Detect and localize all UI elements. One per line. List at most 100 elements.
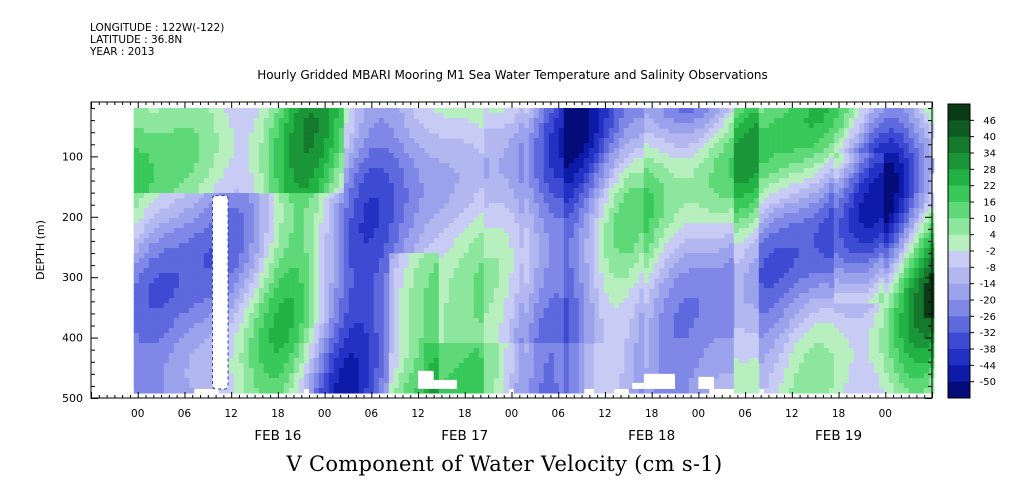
heatmap-cell bbox=[363, 233, 370, 239]
heatmap-cell bbox=[463, 383, 470, 389]
heatmap-cell bbox=[443, 293, 450, 299]
heatmap-cell bbox=[428, 318, 435, 324]
heatmap-cell bbox=[163, 123, 170, 129]
heatmap-cell bbox=[203, 228, 210, 234]
heatmap-cell bbox=[193, 218, 200, 224]
heatmap-cell bbox=[248, 263, 255, 269]
heatmap-cell bbox=[453, 248, 460, 254]
heatmap-cell bbox=[253, 363, 260, 369]
heatmap-cell bbox=[298, 188, 305, 194]
heatmap-cell bbox=[448, 278, 455, 284]
heatmap-cell bbox=[353, 358, 360, 364]
heatmap-cell bbox=[348, 193, 355, 199]
heatmap-cell bbox=[613, 303, 620, 309]
heatmap-cell bbox=[383, 208, 390, 214]
heatmap-cell bbox=[218, 133, 225, 139]
heatmap-cell bbox=[453, 243, 460, 249]
heatmap-cell bbox=[253, 293, 260, 299]
heatmap-cell bbox=[358, 343, 365, 349]
heatmap-cell bbox=[383, 273, 390, 279]
heatmap-cell bbox=[298, 373, 305, 379]
heatmap-cell bbox=[358, 178, 365, 184]
heatmap-cell bbox=[388, 153, 395, 159]
heatmap-cell bbox=[473, 128, 480, 134]
heatmap-cell bbox=[418, 333, 425, 339]
heatmap-cell bbox=[233, 108, 240, 114]
heatmap-cell bbox=[503, 168, 510, 174]
heatmap-cell bbox=[278, 188, 285, 194]
heatmap-cell bbox=[388, 248, 395, 254]
heatmap-cell bbox=[593, 193, 600, 199]
heatmap-cell bbox=[568, 338, 575, 344]
heatmap-cell bbox=[208, 233, 215, 239]
heatmap-cell bbox=[148, 363, 155, 369]
heatmap-cell bbox=[603, 143, 610, 149]
heatmap-cell bbox=[438, 373, 445, 379]
heatmap-cell bbox=[558, 358, 565, 364]
heatmap-cell bbox=[558, 113, 565, 119]
heatmap-cell bbox=[618, 248, 625, 254]
heatmap-cell bbox=[358, 293, 365, 299]
heatmap-cell bbox=[288, 138, 295, 144]
heatmap-cell bbox=[363, 318, 370, 324]
heatmap-cell bbox=[408, 158, 415, 164]
heatmap-cell bbox=[613, 118, 620, 124]
heatmap-cell bbox=[398, 323, 405, 329]
heatmap-cell bbox=[163, 128, 170, 134]
heatmap-cell bbox=[133, 178, 140, 184]
heatmap-cell bbox=[358, 308, 365, 314]
heatmap-cell bbox=[513, 288, 520, 294]
heatmap-cell bbox=[278, 273, 285, 279]
heatmap-cell bbox=[408, 298, 415, 304]
heatmap-cell bbox=[353, 323, 360, 329]
heatmap-cell bbox=[268, 228, 275, 234]
heatmap-cell bbox=[608, 383, 615, 389]
heatmap-cell bbox=[468, 203, 475, 209]
heatmap-cell bbox=[538, 238, 545, 244]
heatmap-cell bbox=[133, 158, 140, 164]
heatmap-cell bbox=[248, 233, 255, 239]
heatmap-cell bbox=[233, 163, 240, 169]
heatmap-cell bbox=[318, 343, 325, 349]
heatmap-cell bbox=[583, 263, 590, 269]
heatmap-cell bbox=[258, 323, 265, 329]
heatmap-cell bbox=[498, 268, 505, 274]
heatmap-cell bbox=[608, 213, 615, 219]
heatmap-cell bbox=[588, 308, 595, 314]
heatmap-cell bbox=[358, 378, 365, 384]
heatmap-cell bbox=[358, 283, 365, 289]
heatmap-cell bbox=[153, 128, 160, 134]
heatmap-cell bbox=[543, 368, 550, 374]
heatmap-cell bbox=[573, 118, 580, 124]
heatmap-cell bbox=[238, 118, 245, 124]
heatmap-cell bbox=[173, 243, 180, 249]
heatmap-cell bbox=[548, 303, 555, 309]
heatmap-cell bbox=[333, 308, 340, 314]
heatmap-cell bbox=[338, 373, 345, 379]
heatmap-cell bbox=[318, 218, 325, 224]
heatmap-cell bbox=[338, 108, 345, 114]
heatmap-cell bbox=[423, 283, 430, 289]
heatmap-cell bbox=[273, 308, 280, 314]
heatmap-cell bbox=[328, 123, 335, 129]
heatmap-cell bbox=[198, 308, 205, 314]
heatmap-cell bbox=[458, 233, 465, 239]
heatmap-cell bbox=[288, 358, 295, 364]
heatmap-cell bbox=[193, 308, 200, 314]
heatmap-cell bbox=[273, 333, 280, 339]
heatmap-cell bbox=[168, 253, 175, 259]
heatmap-cell bbox=[253, 373, 260, 379]
heatmap-cell bbox=[398, 198, 405, 204]
heatmap-cell bbox=[268, 223, 275, 229]
heatmap-cell bbox=[293, 128, 300, 134]
heatmap-cell bbox=[553, 388, 560, 394]
heatmap-cell bbox=[383, 283, 390, 289]
heatmap-cell bbox=[393, 163, 400, 169]
heatmap-cell bbox=[563, 293, 570, 299]
heatmap-cell bbox=[248, 323, 255, 329]
heatmap-cell bbox=[488, 203, 495, 209]
heatmap-cell bbox=[153, 168, 160, 174]
heatmap-cell bbox=[473, 208, 480, 214]
heatmap-cell bbox=[143, 303, 150, 309]
